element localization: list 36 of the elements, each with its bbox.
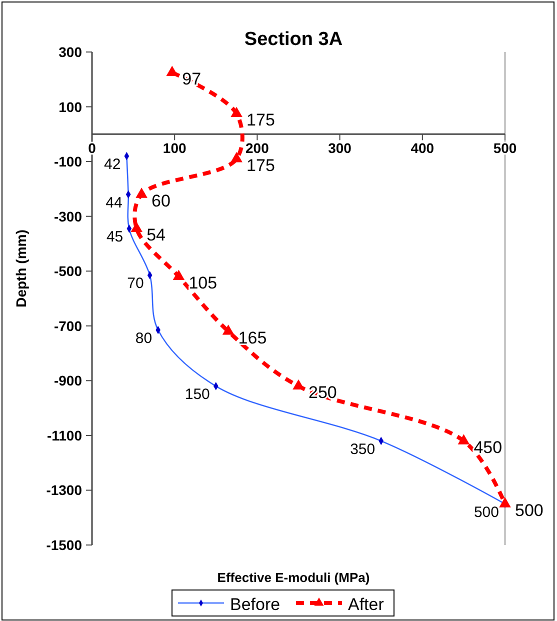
data-label: 45 [106, 228, 124, 246]
data-label: 350 [350, 440, 376, 458]
data-label: 80 [135, 330, 152, 347]
x-tick-label: 200 [246, 140, 270, 156]
data-label: 54 [146, 226, 166, 245]
data-label: 150 [184, 386, 210, 404]
legend-label: After [348, 595, 384, 614]
x-tick-label: 100 [162, 140, 186, 156]
y-tick-label: -700 [54, 318, 82, 334]
data-label: 175 [246, 110, 275, 130]
y-tick-label: -500 [54, 263, 82, 280]
y-tick-label: 100 [58, 98, 82, 115]
data-label: 44 [106, 194, 122, 212]
y-tick-label: -1500 [46, 537, 82, 553]
y-tick-label: -1100 [46, 427, 82, 444]
x-tick-label: 300 [328, 140, 352, 156]
x-tick-label: 500 [493, 140, 517, 156]
data-label: 500 [474, 504, 499, 521]
data-label: 70 [127, 275, 144, 292]
y-tick-label: 300 [58, 44, 82, 60]
data-label: 105 [188, 274, 218, 293]
legend-label: Before [230, 595, 280, 614]
y-tick-label: -100 [54, 154, 82, 170]
y-tick-label: -900 [54, 372, 82, 389]
x-tick-label: 400 [410, 140, 434, 156]
data-label: 175 [246, 156, 275, 175]
data-label: 450 [474, 438, 502, 457]
y-tick-label: -1300 [46, 482, 82, 498]
data-label: 500 [515, 500, 544, 520]
y-tick-label: -300 [54, 208, 82, 224]
data-label: 60 [152, 191, 170, 210]
x-axis-title: Effective E-moduli (MPa) [217, 570, 370, 585]
data-label: 42 [104, 156, 121, 174]
chart-title: Section 3A [244, 29, 343, 50]
y-axis-title: Depth (mm) [13, 230, 29, 308]
data-label: 165 [238, 328, 267, 348]
